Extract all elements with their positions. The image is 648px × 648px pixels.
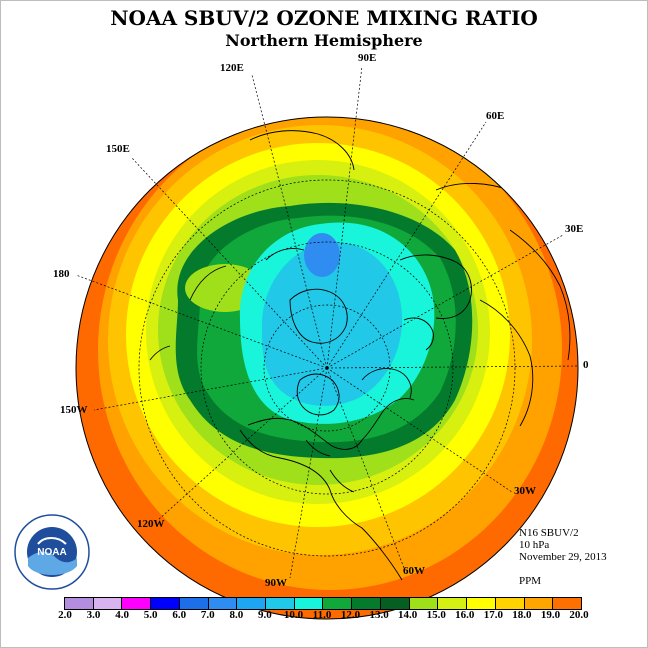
colorbar-tick-label: 4.0 — [115, 609, 129, 621]
colorbar-swatch — [467, 598, 496, 609]
colorbar-ticks: 2.0 3.0 4.0 5.0 6.0 7.0 8.0 9.0 10.0 11.0 12.0 13.0… — [50, 609, 594, 623]
colorbar-swatch — [151, 598, 180, 609]
colorbar-tick-label: 10.0 — [283, 609, 304, 621]
lon-label-120e: 120E — [220, 62, 244, 74]
colorbar-swatch — [93, 598, 123, 609]
colorbar-swatch — [438, 598, 468, 609]
lon-label-90w: 90W — [265, 577, 287, 589]
colorbar-tick-label: 17.0 — [483, 609, 503, 621]
ozone-contours — [76, 117, 578, 619]
colorbar-swatch — [495, 598, 525, 609]
lon-label-60w: 60W — [403, 565, 425, 577]
colorbar-swatch — [553, 598, 581, 609]
lon-label-120w: 120W — [137, 518, 165, 530]
lon-label-30w: 30W — [514, 485, 536, 497]
colorbar-swatch — [294, 598, 324, 609]
colorbar — [64, 597, 582, 610]
noaa-logo-text: NOAA — [37, 547, 66, 558]
colorbar-tick-label: 13.0 — [369, 609, 389, 621]
info-date: November 29, 2013 — [519, 551, 607, 563]
map-border — [75, 116, 579, 620]
lon-label-150e: 150E — [106, 143, 130, 155]
graticule — [75, 65, 579, 579]
colorbar-tick-label: 2.0 — [58, 609, 72, 621]
lon-label-180: 180 — [53, 268, 70, 280]
contour-band-8 — [304, 233, 340, 277]
colorbar-swatch — [237, 598, 267, 609]
colorbar-tick-label: 7.0 — [200, 609, 215, 621]
colorbar-swatch — [524, 598, 554, 609]
colorbar-tick-label: 14.0 — [398, 609, 418, 621]
colorbar-tick-label: 19.0 — [540, 609, 561, 621]
colorbar-tick-label: 6.0 — [172, 609, 187, 621]
colorbar-tick-label: 18.0 — [512, 609, 532, 621]
colorbar-swatch — [266, 598, 295, 609]
colorbar-swatch — [352, 598, 381, 609]
info-level: 10 hPa — [519, 539, 550, 551]
colorbar-tick-label: 12.0 — [340, 609, 361, 621]
lon-label-60e: 60E — [486, 110, 505, 122]
lon-label-0: 0 — [583, 359, 589, 371]
colorbar-swatch — [122, 598, 152, 609]
colorbar-tick-label: 15.0 — [426, 609, 446, 621]
map-subtitle: Northern Hemisphere — [225, 31, 423, 50]
coastlines — [149, 130, 571, 581]
colorbar-tick-label: 20.0 — [569, 609, 589, 621]
colorbar-swatch — [208, 598, 238, 609]
colorbar-tick-label: 8.0 — [229, 609, 244, 621]
noaa-logo: NOAA — [14, 514, 90, 590]
info-instrument: N16 SBUV/2 — [519, 527, 579, 539]
lon-label-30e: 30E — [565, 223, 584, 235]
colorbar-tick-label: 11.0 — [312, 609, 332, 621]
colorbar-swatch — [179, 598, 209, 609]
colorbar-swatch — [323, 598, 353, 609]
colorbar-tick-label: 5.0 — [143, 609, 158, 621]
lon-label-150w: 150W — [60, 404, 88, 416]
info-units: PPM — [519, 575, 542, 587]
colorbar-swatch — [409, 598, 439, 609]
colorbar-swatch — [380, 598, 410, 609]
map-title: NOAA SBUV/2 OZONE MIXING RATIO — [110, 6, 538, 30]
colorbar-tick-label: 16.0 — [455, 609, 475, 621]
colorbar-tick-label: 3.0 — [86, 609, 101, 621]
colorbar-swatch — [65, 598, 94, 609]
colorbar-tick-label: 9.0 — [258, 609, 272, 621]
lon-label-90e: 90E — [358, 52, 377, 64]
